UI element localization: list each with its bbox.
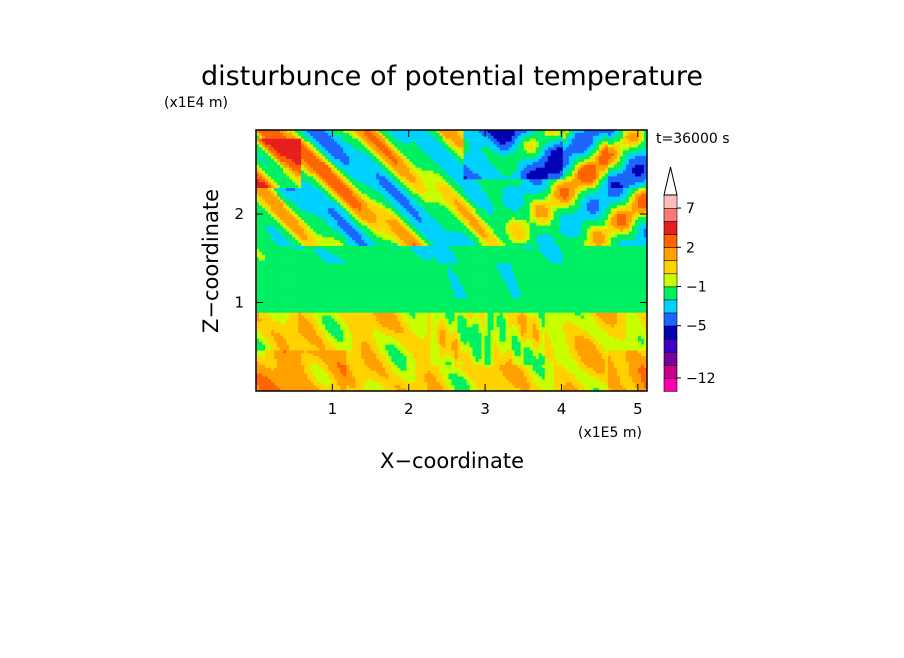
colorbar-swatch: [664, 365, 677, 378]
y-unit-label: (x1E4 m): [164, 95, 228, 111]
colorbar-swatch: [664, 208, 677, 221]
colorbar-swatch: [664, 234, 677, 247]
colorbar-swatch: [664, 286, 677, 299]
colorbar-swatch: [664, 300, 677, 313]
x-tick-label: 2: [404, 400, 414, 418]
colorbar-swatch: [664, 195, 677, 208]
colorbar-tick-label: 7: [686, 201, 695, 217]
colorbar-extend-arrow: [664, 167, 677, 195]
colorbar-tick-label: −12: [686, 371, 716, 387]
x-tick-label: 5: [633, 400, 643, 418]
x-unit-label: (x1E5 m): [578, 425, 642, 441]
colorbar-swatch: [664, 352, 677, 365]
x-axis-label: X−coordinate: [380, 449, 524, 473]
chart-title: disturbunce of potential temperature: [201, 61, 703, 92]
colorbar-swatch: [664, 247, 677, 260]
colorbar-swatch: [664, 326, 677, 339]
colorbar-tick-label: −5: [686, 319, 707, 335]
x-tick-label: 4: [557, 400, 567, 418]
colorbar-swatch: [664, 221, 677, 234]
colorbar-swatch: [664, 378, 677, 391]
colorbar-tick-label: −1: [686, 279, 707, 295]
time-label: t=36000 s: [656, 131, 730, 147]
y-tick-label: 2: [234, 205, 244, 223]
colorbar: −12−5−127: [664, 167, 716, 391]
colorbar-swatch: [664, 313, 677, 326]
x-tick-label: 1: [328, 400, 338, 418]
colorbar-swatch: [664, 260, 677, 273]
colorbar-swatch: [664, 339, 677, 352]
colorbar-tick-label: 2: [686, 240, 695, 256]
y-tick-label: 1: [234, 294, 244, 312]
y-axis-label: Z−coordinate: [199, 189, 223, 333]
colorbar-swatch: [664, 273, 677, 286]
heatmap-field: [256, 130, 647, 391]
x-tick-label: 3: [480, 400, 490, 418]
